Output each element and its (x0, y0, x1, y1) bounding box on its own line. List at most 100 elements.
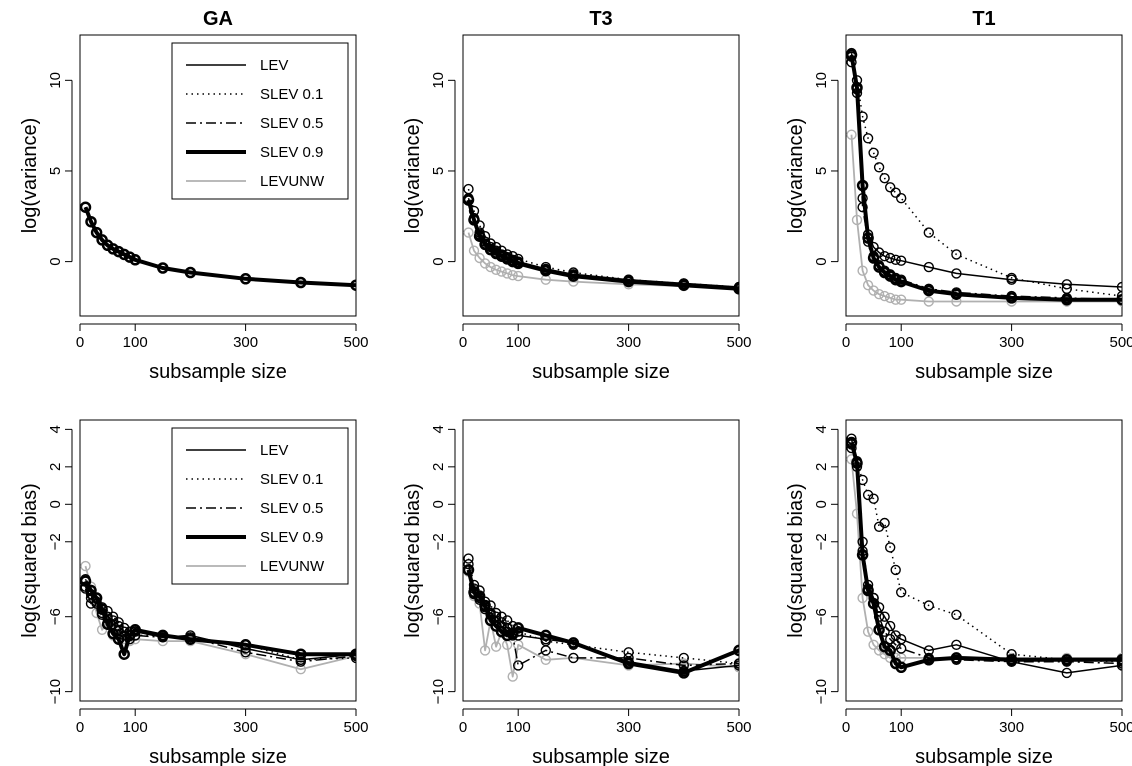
data-point (112, 245, 125, 258)
data-point (862, 584, 874, 597)
plot-frame (79, 34, 357, 317)
data-point (113, 617, 124, 628)
y-tick-label: 4 (47, 425, 64, 433)
x-tick-label: 300 (999, 719, 1024, 736)
legend-label: SLEV 0.9 (260, 529, 323, 546)
y-axis-label: log(variance) (785, 118, 807, 234)
y-tick-label: 10 (813, 72, 830, 89)
y-tick-label: −10 (430, 679, 447, 704)
x-axis-label: subsample size (149, 746, 287, 766)
data-point (118, 648, 130, 660)
y-tick-label: 0 (47, 500, 64, 508)
data-point (923, 600, 934, 611)
legend-label: SLEV 0.1 (260, 471, 323, 488)
data-point (879, 251, 890, 262)
data-point (123, 251, 136, 263)
data-point (350, 279, 356, 291)
x-tick-label: 0 (842, 334, 850, 351)
series-slev-0-9 (463, 564, 739, 679)
data-point (502, 615, 513, 626)
data-point (851, 81, 863, 94)
series-line (83, 206, 356, 288)
data-point (513, 660, 524, 671)
data-point (80, 560, 91, 572)
data-point (512, 257, 524, 270)
x-tick-label: 0 (459, 334, 467, 351)
data-point (80, 575, 92, 587)
x-tick-label: 300 (616, 334, 641, 351)
y-axis-label: log(variance) (19, 118, 41, 234)
data-point (473, 230, 486, 242)
x-tick-label: 500 (1109, 719, 1132, 736)
data-point (890, 187, 901, 198)
data-point (623, 647, 634, 658)
data-point (896, 643, 907, 654)
series-line (849, 54, 1122, 302)
data-point (951, 268, 962, 279)
series-slev-0-9 (80, 575, 356, 660)
data-point (540, 264, 552, 277)
series-slev-0-9 (80, 201, 356, 291)
x-axis-label: subsample size (149, 361, 287, 383)
data-point (923, 261, 934, 273)
series-line (84, 206, 356, 286)
data-point (885, 182, 896, 193)
y-tick-label: 4 (813, 425, 830, 433)
series-line (84, 206, 356, 287)
data-point (950, 652, 963, 664)
legend-label: SLEV 0.9 (260, 144, 323, 161)
x-axis-label: subsample size (532, 361, 670, 383)
data-point (884, 644, 896, 657)
data-point (678, 652, 689, 664)
series-line (850, 52, 1122, 288)
y-tick-label: −6 (813, 608, 830, 625)
data-point (862, 280, 874, 291)
data-point (107, 611, 119, 622)
data-point (240, 647, 251, 658)
data-point (479, 645, 491, 656)
data-point (463, 553, 474, 564)
data-point (295, 276, 307, 289)
series-slev-0-1 (463, 553, 739, 669)
data-point (540, 629, 552, 642)
y-tick-label: 5 (430, 167, 447, 175)
x-tick-label: 100 (123, 334, 148, 351)
panel-title: GA (203, 8, 233, 30)
data-point (479, 258, 491, 269)
data-point (879, 611, 890, 622)
legend-label: LEVUNW (260, 173, 325, 190)
y-axis-label: log(squared bias) (19, 483, 41, 638)
x-axis-label: subsample size (915, 361, 1053, 383)
data-point (678, 279, 690, 291)
panel-6: 0 100 300 500 subsample size −10 −6 −2 0 2 4 log(sq… (785, 419, 1132, 766)
panel-1: GA 0 100 300 500 subsample size 0 5 10 log(varian… (19, 8, 369, 383)
data-point (485, 261, 496, 273)
data-point (129, 254, 141, 266)
data-point (239, 273, 252, 285)
data-point (567, 270, 580, 282)
series-line (467, 558, 739, 665)
y-tick-label: 0 (813, 257, 830, 265)
data-point (622, 275, 635, 288)
data-point (890, 254, 901, 265)
data-point (118, 248, 130, 261)
data-point (873, 289, 885, 300)
legend-label: SLEV 0.1 (260, 86, 323, 103)
panel-4: 0 100 300 500 subsample size −10 −6 −2 0 2 4 log(sq… (19, 419, 369, 766)
plot-frame (462, 34, 740, 317)
data-point (733, 644, 739, 657)
data-point (895, 275, 907, 288)
y-tick-label: 5 (47, 167, 64, 175)
legend: LEV SLEV 0.1 SLEV 0.5 SLEV 0.9 LEVUNW (171, 42, 349, 200)
data-point (856, 549, 869, 561)
plot-frame (462, 419, 740, 702)
data-point (885, 620, 896, 632)
data-point (463, 559, 474, 570)
legend-label: LEV (260, 57, 288, 74)
data-point (567, 637, 580, 649)
data-point (678, 667, 690, 679)
data-point (867, 597, 880, 610)
data-point (890, 294, 901, 305)
series-lev (463, 192, 739, 293)
